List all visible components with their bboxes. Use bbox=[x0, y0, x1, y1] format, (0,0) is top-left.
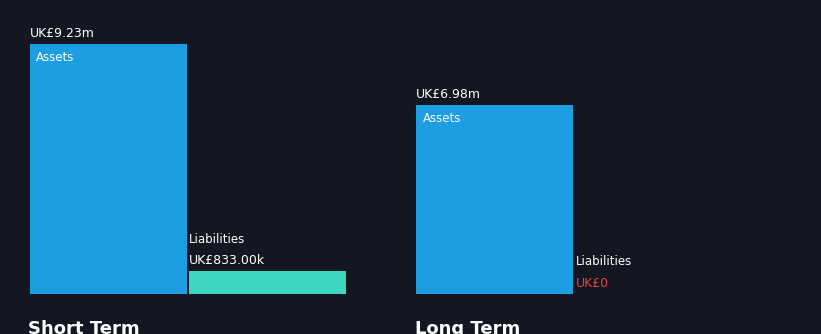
Text: Liabilities: Liabilities bbox=[576, 256, 631, 269]
Text: UK£6.98m: UK£6.98m bbox=[416, 88, 481, 101]
Text: UK£9.23m: UK£9.23m bbox=[30, 27, 94, 40]
Bar bbox=[416, 105, 573, 294]
Text: Assets: Assets bbox=[423, 112, 461, 125]
Bar bbox=[189, 272, 346, 294]
Text: Assets: Assets bbox=[36, 51, 75, 64]
Text: Long Term: Long Term bbox=[415, 320, 520, 334]
Text: UK£833.00k: UK£833.00k bbox=[189, 254, 265, 267]
Text: Short Term: Short Term bbox=[28, 320, 140, 334]
Text: Liabilities: Liabilities bbox=[189, 233, 245, 246]
Text: UK£0: UK£0 bbox=[576, 277, 608, 290]
Bar bbox=[30, 44, 187, 294]
